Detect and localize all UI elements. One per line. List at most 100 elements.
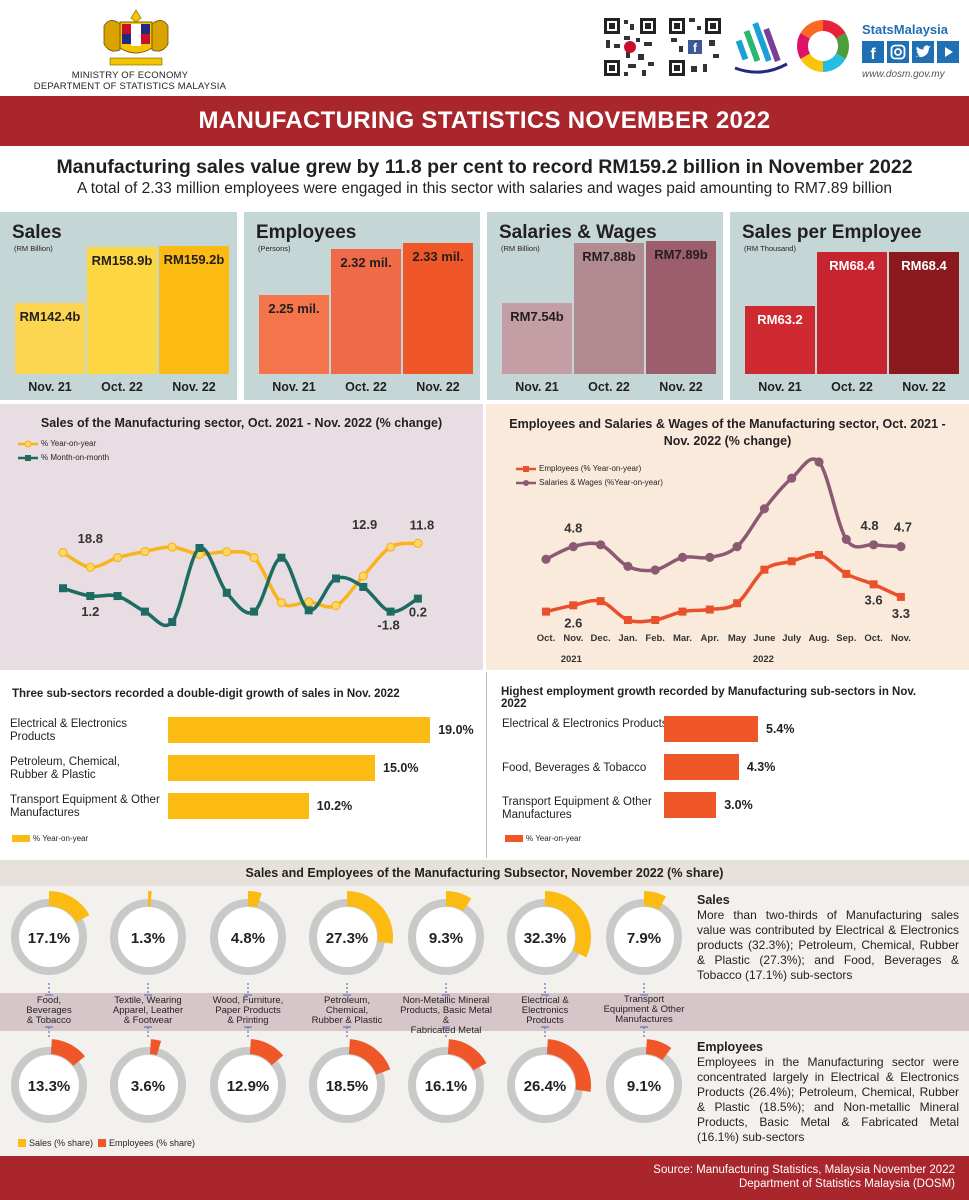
x-tick-label: Oct. bbox=[537, 633, 555, 644]
salaries-wages-bar: RM7.89b bbox=[646, 241, 716, 374]
data-point bbox=[569, 601, 578, 610]
malaysia-coat-of-arms-logo bbox=[103, 9, 169, 66]
bar-value-label: 2.33 mil. bbox=[412, 248, 464, 264]
panel-unit: (RM Billion) bbox=[501, 244, 540, 253]
instagram-icon[interactable] bbox=[887, 41, 909, 63]
sales-bar: RM142.4b bbox=[15, 302, 85, 374]
employees-wages-line-chart: 2.6 3.6 3.3 4.8 4.8 4.7 Oct. Nov. Dec. Jan. Feb. Ma… bbox=[537, 457, 912, 665]
employees-desc-text: Employees in the Manufacturing sector we… bbox=[697, 1055, 959, 1144]
subsector-name-line: Chemical, bbox=[325, 1005, 369, 1016]
hbar-value-label: 3.0% bbox=[724, 798, 753, 812]
data-label: 4.8 bbox=[861, 518, 879, 533]
data-point bbox=[705, 605, 714, 614]
hbar-value-label: 5.4% bbox=[765, 722, 795, 736]
subsector-name-line: Petroleum, bbox=[324, 995, 370, 1006]
statsmalaysia-brand: StatsMalaysia bbox=[862, 22, 948, 37]
legend-label: Sales (% share) bbox=[29, 1138, 94, 1148]
data-point bbox=[568, 541, 578, 552]
youtube-icon[interactable] bbox=[937, 41, 959, 63]
twitter-icon[interactable] bbox=[912, 41, 934, 63]
subsector-name-line: Fabricated Metal bbox=[410, 1025, 482, 1036]
department-name: DEPARTMENT OF STATISTICS MALAYSIA bbox=[33, 81, 227, 92]
sales-per-employee-bar: RM63.2 bbox=[745, 305, 815, 374]
hbar bbox=[168, 793, 309, 819]
sales-per-employee-bar: RM68.4 bbox=[889, 252, 959, 374]
subsector-name-line: Beverages bbox=[26, 1005, 72, 1016]
data-point bbox=[869, 580, 878, 589]
section-title: Highest employment growth recorded by Ma… bbox=[501, 686, 917, 710]
data-label: 11.8 bbox=[410, 517, 435, 532]
bar-category-label: Oct. 22 bbox=[588, 380, 630, 394]
salaries-wages-bar: RM7.54b bbox=[502, 303, 572, 374]
bar-label: Food, Beverages & Tobacco bbox=[502, 762, 647, 774]
legend-label: % Year-on-year bbox=[33, 834, 89, 843]
x-tick-label: Apr. bbox=[701, 633, 719, 644]
bar-category-label: Nov. 22 bbox=[416, 380, 460, 394]
legend-salaries: Salaries & Wages (%Year-on-year) bbox=[516, 478, 663, 487]
employees-bar: 2.32 mil. bbox=[331, 249, 401, 374]
x-tick-label: Dec. bbox=[591, 633, 611, 644]
sales-growth-section: Three sub-sectors recorded a double-digi… bbox=[0, 672, 483, 858]
year-label: 2022 bbox=[753, 654, 774, 665]
subsector-name-line: Products bbox=[526, 1015, 564, 1026]
subsector-name-band: Food, Beverages & Tobacco Textile, Wearing A… bbox=[0, 993, 969, 1036]
legend-swatch bbox=[12, 835, 30, 842]
legend-yoy: % Year-on-year bbox=[505, 834, 581, 843]
subsector-name-line: & Footwear bbox=[123, 1015, 173, 1026]
hbar bbox=[664, 716, 758, 742]
data-point bbox=[787, 557, 796, 566]
employees-desc-title: Employees bbox=[697, 1040, 764, 1054]
series-line bbox=[545, 457, 902, 573]
qr-code-facebook-icon[interactable]: f bbox=[667, 16, 723, 78]
data-point bbox=[896, 592, 905, 601]
sales-bar: RM158.9b bbox=[87, 246, 157, 374]
data-point bbox=[542, 607, 550, 616]
data-point bbox=[759, 504, 770, 514]
data-point bbox=[331, 601, 341, 611]
bar-category-label: Nov. 21 bbox=[28, 380, 72, 394]
data-point bbox=[249, 553, 259, 563]
ministry-name: MINISTRY OF ECONOMY bbox=[71, 70, 189, 81]
hbar bbox=[168, 755, 375, 781]
employment-growth-section: Highest employment growth recorded by Ma… bbox=[487, 672, 969, 858]
data-point bbox=[623, 561, 633, 572]
hbar bbox=[664, 792, 717, 818]
x-tick-label: Nov. bbox=[891, 633, 911, 644]
data-point bbox=[332, 574, 340, 583]
subsector-name-line: Apparel, Leather bbox=[112, 1005, 184, 1016]
data-label: 4.7 bbox=[894, 520, 912, 535]
employees-wages-chart-panel: Employees and Salaries & Wages of the Ma… bbox=[486, 404, 969, 670]
data-point bbox=[113, 592, 122, 601]
bar-value-label: RM63.2 bbox=[757, 311, 803, 327]
employees-bar: 2.25 mil. bbox=[259, 295, 329, 374]
bar-category-label: Nov. 21 bbox=[515, 380, 559, 394]
subsector-name-line: Textile, Wearing bbox=[114, 995, 182, 1006]
subsector-name-line: Electronics bbox=[521, 1005, 569, 1016]
bar-category-label: Oct. 22 bbox=[831, 380, 873, 394]
facebook-icon[interactable]: f bbox=[862, 41, 884, 63]
legend-mom: % Month-on-month bbox=[18, 453, 109, 462]
data-label: 12.9 bbox=[352, 517, 377, 532]
data-point bbox=[705, 552, 715, 563]
census-logo bbox=[734, 22, 788, 74]
x-tick-label: May bbox=[728, 633, 747, 644]
x-tick-label: Oct. bbox=[864, 633, 882, 644]
data-point bbox=[250, 607, 259, 616]
data-label: 3.3 bbox=[892, 606, 910, 621]
subsector-name-line: Electrical & bbox=[521, 995, 569, 1006]
x-tick-label: Sep. bbox=[836, 633, 856, 644]
source-line: Source: Manufacturing Statistics, Malays… bbox=[653, 1164, 955, 1176]
employees-panel: Employees (Persons) 2.25 mil. Nov. 21 2.32… bbox=[244, 212, 480, 400]
subsector-name-line: & Tobacco bbox=[26, 1015, 72, 1026]
salaries-wages-panel: Salaries & Wages (RM Billion) RM7.54b Nov… bbox=[487, 212, 723, 400]
data-point bbox=[596, 597, 605, 606]
section-title: Three sub-sectors recorded a double-digi… bbox=[12, 688, 400, 700]
share-title-band: Sales and Employees of the Manufacturing… bbox=[0, 860, 969, 886]
website-link[interactable]: www.dosm.gov.my bbox=[862, 69, 945, 80]
sales-per-employee-bar: RM68.4 bbox=[817, 252, 887, 374]
x-tick-label: Mar. bbox=[673, 633, 692, 644]
subsector-name-line: & Printing bbox=[227, 1015, 269, 1026]
qr-code-icon[interactable] bbox=[602, 16, 658, 78]
legend-swatch bbox=[98, 1139, 106, 1147]
bar-category-label: Oct. 22 bbox=[101, 380, 143, 394]
